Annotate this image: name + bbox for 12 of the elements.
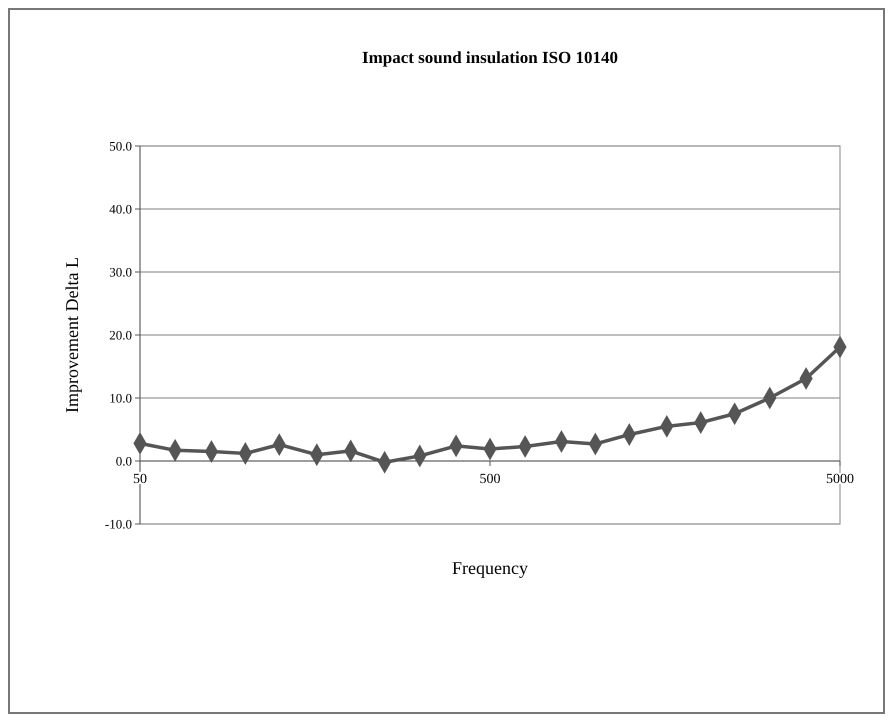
y-tick-label: 30.0 — [109, 264, 132, 280]
y-tick-label: 20.0 — [109, 328, 132, 343]
y-tick-label: -10.0 — [104, 516, 132, 532]
y-axis-title: Improvement Delta L — [62, 257, 82, 413]
chart-title: Impact sound insulation ISO 10140 — [362, 48, 618, 67]
y-tick-label: 10.0 — [109, 390, 132, 406]
y-tick-label: 50.0 — [109, 138, 132, 154]
y-tick-label: 40.0 — [109, 202, 132, 217]
x-tick-label: 500 — [480, 472, 500, 487]
x-tick-label: 5000 — [826, 472, 854, 487]
y-tick-label: 0.0 — [116, 454, 132, 469]
x-axis-title: Frequency — [452, 558, 528, 578]
